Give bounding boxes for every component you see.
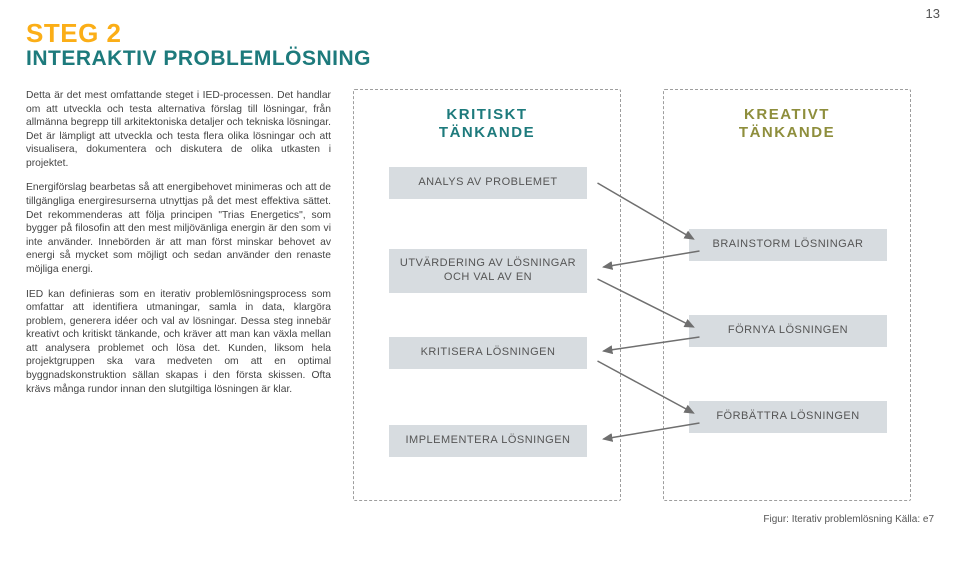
paragraph-3: IED kan definieras som en iterativ probl… [26, 288, 331, 397]
page-number: 13 [926, 6, 940, 21]
page: 13 STEG 2 INTERAKTIV PROBLEMLÖSNING Dett… [0, 0, 960, 576]
box-forbattra-label: FÖRBÄTTRA LÖSNINGEN [716, 410, 859, 424]
box-kritisera: KRITISERA LÖSNINGEN [389, 337, 587, 369]
box-analys-label: ANALYS AV PROBLEMET [418, 176, 557, 190]
diagram-column: KRITISKT TÄNKANDE KREATIVT TÄNKANDE ANAL… [353, 89, 934, 519]
group-critical-title-l2: TÄNKANDE [439, 124, 535, 141]
box-brainstorm-label: BRAINSTORM LÖSNINGAR [713, 238, 864, 252]
group-creative-title-l2: TÄNKANDE [739, 124, 835, 141]
box-analys: ANALYS AV PROBLEMET [389, 167, 587, 199]
paragraph-2: Energiförslag bearbetas så att energibeh… [26, 181, 331, 276]
group-creative-title-l1: KREATIVT [744, 106, 830, 123]
diagram-caption: Figur: Iterativ problemlösning Källa: e7 [763, 514, 934, 525]
box-utvardering-l2: OCH VAL AV EN [444, 271, 532, 283]
box-brainstorm: BRAINSTORM LÖSNINGAR [689, 229, 887, 261]
text-column: Detta är det mest omfattande steget i IE… [26, 89, 331, 519]
title-main: STEG 2 [26, 18, 934, 49]
columns: Detta är det mest omfattande steget i IE… [26, 89, 934, 519]
box-implementera: IMPLEMENTERA LÖSNINGEN [389, 425, 587, 457]
box-implementera-label: IMPLEMENTERA LÖSNINGEN [405, 434, 570, 448]
title-subtitle: INTERAKTIV PROBLEMLÖSNING [26, 47, 934, 71]
group-critical-title: KRITISKT TÄNKANDE [354, 90, 620, 154]
diagram: KRITISKT TÄNKANDE KREATIVT TÄNKANDE ANAL… [353, 89, 934, 519]
box-utvardering: UTVÄRDERING AV LÖSNINGAR OCH VAL AV EN [389, 249, 587, 293]
title-block: STEG 2 INTERAKTIV PROBLEMLÖSNING [26, 18, 934, 71]
box-fornya: FÖRNYA LÖSNINGEN [689, 315, 887, 347]
box-utvardering-l1: UTVÄRDERING AV LÖSNINGAR [400, 257, 576, 269]
group-creative-title: KREATIVT TÄNKANDE [664, 90, 910, 154]
box-utvardering-label: UTVÄRDERING AV LÖSNINGAR OCH VAL AV EN [400, 257, 576, 285]
box-fornya-label: FÖRNYA LÖSNINGEN [728, 324, 848, 338]
paragraph-1: Detta är det mest omfattande steget i IE… [26, 89, 331, 170]
box-forbattra: FÖRBÄTTRA LÖSNINGEN [689, 401, 887, 433]
group-creative: KREATIVT TÄNKANDE [663, 89, 911, 501]
group-critical-title-l1: KRITISKT [446, 106, 527, 123]
box-kritisera-label: KRITISERA LÖSNINGEN [421, 346, 556, 360]
